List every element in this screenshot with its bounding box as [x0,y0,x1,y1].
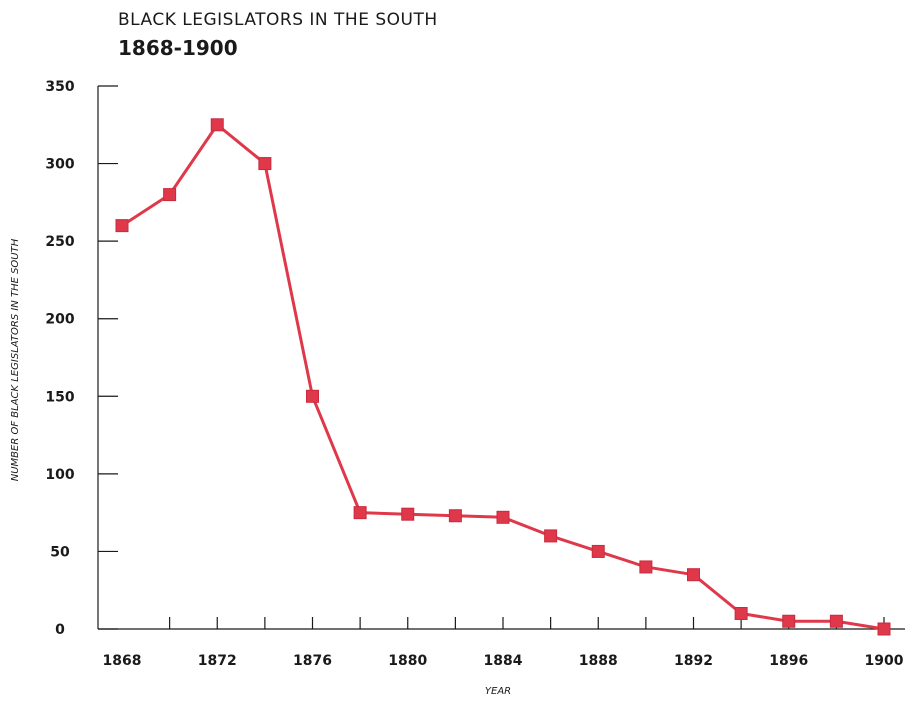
x-tick-label: 1892 [674,653,713,669]
y-tick-label: 200 [45,312,74,328]
y-tick-label: 50 [50,544,70,560]
x-tick-label: 1876 [293,653,332,669]
x-tick-label: 1896 [769,653,808,669]
y-axis-label: NUMBER OF BLACK LEGISLATORS IN THE SOUTH [10,238,21,481]
y-tick-label: 150 [45,389,74,405]
data-point-marker [163,188,177,202]
data-point-marker [448,509,462,523]
y-tick-label: 100 [45,467,74,483]
data-point-marker [544,529,558,543]
y-tick-label: 300 [45,157,74,173]
y-tick-label: 0 [55,622,65,638]
data-point-marker [306,389,319,403]
x-tick-label: 1880 [388,653,427,669]
series-line [121,123,885,631]
chart-axes [97,86,905,630]
y-axis-ticks: 0 50 100 150 200 250 300 350 [45,79,118,638]
data-point-marker [877,622,891,636]
x-tick-label: 1888 [579,653,618,669]
data-point-marker [258,157,272,171]
x-tick-label: 1868 [103,653,142,669]
series-group [115,118,891,636]
data-point-marker [734,606,748,620]
data-point-marker [782,614,796,628]
data-point-marker [591,544,605,558]
y-tick-label: 350 [45,79,74,95]
chart-subtitle: 1868-1900 [118,36,238,60]
data-point-marker [829,614,843,628]
x-axis-ticks: 1868 1872 1876 1880 1884 1888 1892 1896 1900 [103,617,904,669]
data-point-marker [115,219,129,233]
data-point-marker [639,560,653,574]
x-axis-label: YEAR [485,686,511,697]
x-tick-label: 1872 [198,653,237,669]
chart-title: BLACK LEGISLATORS IN THE SOUTH [118,10,438,30]
y-tick-label: 250 [45,234,74,250]
data-point-marker [401,507,415,521]
data-point-marker [496,510,510,524]
data-point-marker [353,506,367,520]
data-point-marker [210,118,224,132]
x-tick-label: 1900 [865,653,904,669]
x-tick-label: 1884 [484,653,523,669]
data-point-marker [687,568,700,582]
